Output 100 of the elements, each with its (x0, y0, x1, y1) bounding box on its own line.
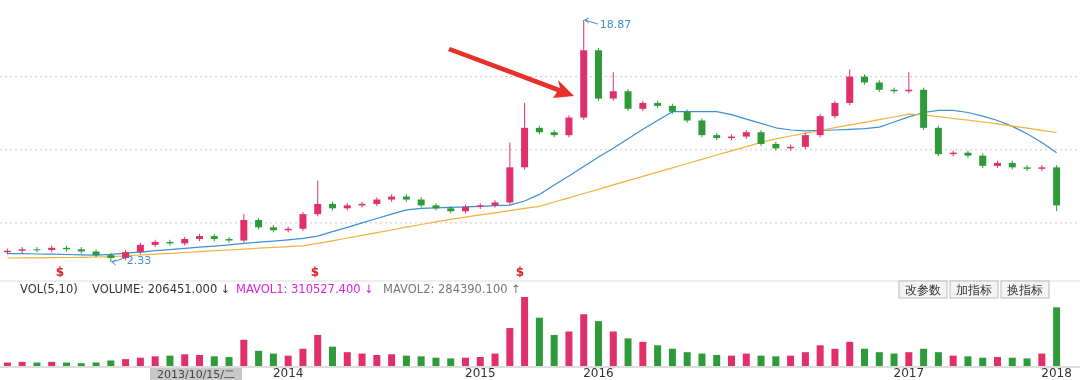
text: 加指标 (956, 283, 992, 297)
text: $ (55, 265, 65, 279)
bar (609, 331, 617, 366)
bar (890, 353, 898, 366)
candlestick (698, 117, 706, 138)
bar (491, 353, 499, 366)
bar (713, 354, 721, 366)
bar (875, 352, 883, 366)
bar (639, 341, 647, 366)
bar (77, 363, 85, 366)
bar (979, 357, 987, 366)
bar (521, 297, 529, 366)
candlestick (565, 114, 573, 138)
bar (624, 338, 632, 366)
bar (772, 356, 780, 366)
bar (181, 354, 189, 366)
x-tick-label: 2018 (1041, 366, 1072, 380)
bar (255, 350, 263, 366)
bar (284, 355, 292, 366)
bar (861, 348, 868, 366)
x-tick-label: 2014 (272, 366, 304, 380)
bar (166, 355, 174, 366)
bar (107, 360, 115, 366)
bar (964, 356, 972, 366)
bar (136, 357, 144, 366)
text: $ (310, 265, 320, 279)
bar (299, 348, 307, 366)
x-tick-label: 2015 (465, 366, 496, 380)
bar (462, 357, 469, 366)
bar (18, 361, 26, 366)
bar (122, 359, 130, 366)
bar (476, 357, 484, 366)
bar (48, 361, 56, 366)
text: 2013/10/15/二 (156, 368, 236, 380)
bar (210, 356, 218, 366)
bar (757, 355, 765, 366)
bar (388, 354, 396, 366)
candlestick (314, 180, 322, 217)
bar (994, 357, 1001, 366)
bar (934, 352, 942, 366)
x-tick-label: 2016 (583, 366, 614, 380)
bar (742, 353, 750, 366)
bar (535, 317, 543, 366)
annotation: 18.87 (599, 18, 632, 31)
text: MAVOL2: 284390.100 ↑ (383, 282, 521, 296)
bar (580, 314, 588, 366)
bar (905, 352, 913, 366)
bar (550, 334, 558, 366)
bar (831, 348, 839, 366)
bar (698, 353, 706, 366)
candlestick (1023, 164, 1031, 172)
bar (506, 328, 514, 366)
x-tick-label: 2017 (893, 366, 925, 380)
text: $ (515, 265, 525, 279)
bar (728, 355, 735, 366)
bar (447, 358, 455, 366)
bar (373, 354, 381, 366)
text: MAVOL1: 310527.400 ↓ (236, 282, 374, 296)
bar (329, 346, 336, 366)
bar (225, 357, 233, 366)
bar (343, 352, 351, 366)
bar (417, 356, 425, 366)
bar (920, 348, 928, 366)
text: 换指标 (1007, 283, 1043, 297)
candlestick (240, 213, 248, 244)
bar (816, 345, 824, 366)
bar (151, 356, 159, 366)
candlestick (299, 211, 307, 232)
bar (949, 355, 957, 366)
bar (846, 341, 854, 366)
bar (565, 331, 573, 366)
annotation: 2.33 (126, 254, 152, 267)
candlestick (33, 246, 41, 253)
bar (1008, 357, 1016, 366)
bar (240, 339, 248, 366)
bar (196, 354, 203, 366)
bar (432, 357, 440, 366)
bar (1023, 358, 1031, 366)
candlestick (964, 150, 972, 159)
bar (402, 355, 410, 366)
bar (1038, 353, 1046, 366)
bar (269, 353, 277, 366)
bar (358, 353, 366, 366)
text: VOLUME: 206451.000 ↓ (92, 282, 231, 296)
bar (314, 334, 322, 366)
bar (668, 348, 676, 366)
bar (1053, 307, 1061, 366)
bar (683, 352, 691, 366)
bar (654, 345, 662, 366)
candlestick (816, 113, 824, 138)
candlestick (432, 202, 440, 211)
text: VOL(5,10) (20, 282, 78, 296)
bar (801, 352, 809, 366)
candlestick (92, 248, 100, 258)
candlestick (491, 199, 499, 209)
bar (787, 355, 795, 366)
text: 改参数 (905, 283, 941, 297)
candlestick (609, 71, 617, 102)
bar (595, 321, 602, 366)
candlestick (624, 88, 632, 112)
